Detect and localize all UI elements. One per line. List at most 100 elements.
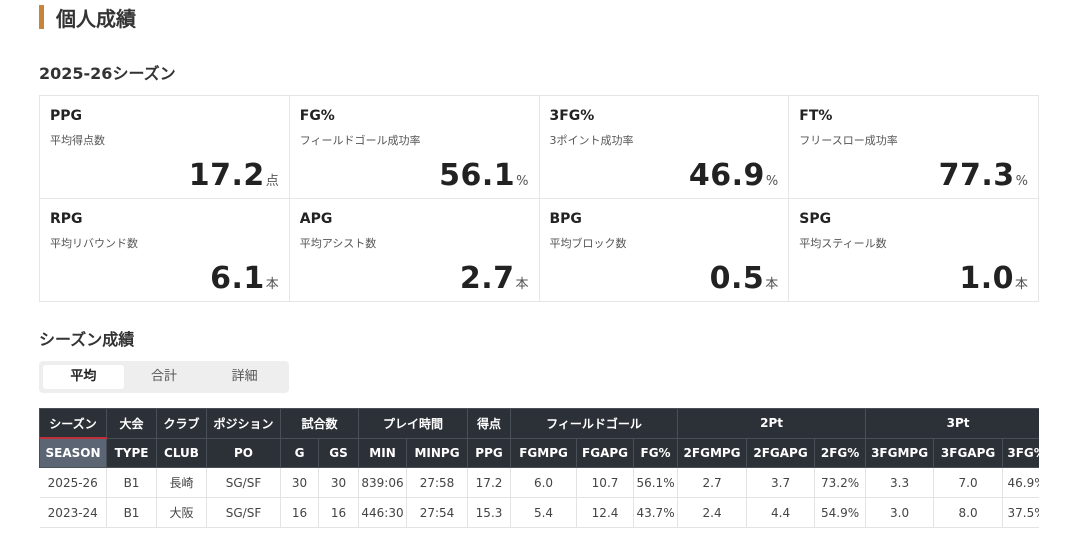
stat-number: 2.7 [459, 261, 515, 296]
stat-label: 平均得点数 [50, 134, 105, 147]
table-cell: 長崎 [156, 467, 207, 498]
stat-value: 56.1% [439, 158, 528, 193]
table-cell: 30 [318, 467, 360, 498]
table-cell: 30 [280, 467, 319, 498]
table-cell: 8.0 [933, 497, 1004, 528]
stat-card: PPG 平均得点数 17.2点 [40, 96, 290, 199]
group-header: 試合数 [279, 408, 360, 439]
table-cell: 15.3 [467, 497, 512, 528]
group-header: 3Pt [865, 408, 1039, 439]
group-header: プレイ時間 [358, 408, 469, 439]
table-cell: 27:54 [406, 497, 469, 528]
stats-table: シーズン 大会 クラブ ポジション 試合数 プレイ時間 得点 フィールドゴール 2Pt 3Pt SE… [39, 408, 1039, 528]
stat-code: FT% [799, 108, 833, 124]
stat-number: 77.3 [938, 158, 1015, 193]
column-header: FG% [633, 437, 679, 468]
column-header: CLUB [156, 437, 207, 468]
tabs: 平均 合計 詳細 [39, 361, 289, 393]
stat-unit: 本 [765, 277, 779, 292]
tab[interactable]: 詳細 [231, 369, 258, 384]
stat-code: BPG [549, 211, 582, 227]
stat-code: 3FG% [549, 108, 595, 124]
table-cell: SG/SF [206, 467, 281, 498]
stat-card: 3FG% 3ポイント成功率 46.9% [539, 96, 790, 199]
column-header: MIN [358, 437, 408, 468]
stat-code: RPG [50, 211, 83, 227]
column-header: 3FG% [1002, 437, 1039, 468]
stat-code: FG% [299, 108, 335, 124]
table-row: 2025-26 B1 長崎 SG/SF 30 30 839:06 27:58 17.2 6.0 10… [39, 467, 1039, 498]
column-header: 2FGMPG [677, 437, 748, 468]
table-cell: 2.4 [677, 497, 748, 528]
table-cell: B1 [106, 497, 157, 528]
section-title: シーズン成績 [39, 330, 135, 349]
group-header: フィールドゴール [510, 408, 679, 439]
table-cell: 5.4 [510, 497, 578, 528]
column-header: 2FGAPG [746, 437, 816, 468]
table-cell: 73.2% [814, 467, 867, 498]
table-cell: 16 [318, 497, 360, 528]
table-cell: 12.4 [576, 497, 635, 528]
stat-label: フィールドゴール成功率 [299, 134, 421, 147]
table-cell: 446:30 [358, 497, 408, 528]
table-cell: 3.0 [865, 497, 935, 528]
column-header: TYPE [106, 437, 157, 468]
table-cell: 839:06 [358, 467, 408, 498]
stat-number: 56.1 [439, 158, 516, 193]
stat-value: 1.0本 [959, 261, 1028, 296]
group-header: クラブ [156, 408, 207, 439]
column-header: MINPG [406, 437, 469, 468]
stat-unit: % [765, 174, 779, 189]
stat-unit: 本 [515, 277, 529, 292]
table-cell: 2.7 [677, 467, 748, 498]
stat-value: 46.9% [689, 158, 778, 193]
table-cell: 2025-26 [39, 467, 107, 498]
table-cell: 37.5% [1002, 497, 1039, 528]
stat-label: 平均リバウンド数 [50, 237, 138, 250]
table-cell: 7.0 [933, 467, 1004, 498]
tab[interactable]: 平均 [43, 365, 124, 389]
group-header: 大会 [106, 408, 157, 439]
table-cell: 3.3 [865, 467, 935, 498]
stat-card: RPG 平均リバウンド数 6.1本 [40, 199, 290, 302]
tab[interactable]: 合計 [151, 369, 178, 384]
table-cell: 6.0 [510, 467, 578, 498]
stat-number: 46.9 [688, 158, 765, 193]
stat-card: SPG 平均スティール数 1.0本 [789, 199, 1039, 302]
stat-card: APG 平均アシスト数 2.7本 [289, 199, 540, 302]
stat-unit: 本 [1014, 277, 1028, 292]
table-wrap: シーズン 大会 クラブ ポジション 試合数 プレイ時間 得点 フィールドゴール 2Pt 3Pt SE… [39, 408, 1039, 533]
title-text: 個人成績 [56, 6, 136, 31]
column-header: 2FG% [814, 437, 867, 468]
stat-number: 0.5 [709, 261, 765, 296]
stat-value: 6.1本 [210, 261, 279, 296]
column-header: 3FGMPG [865, 437, 935, 468]
column-header: PPG [467, 437, 512, 468]
stat-card: FT% フリースロー成功率 77.3% [789, 96, 1039, 199]
table-row: 2023-24 B1 大阪 SG/SF 16 16 446:30 27:54 15.3 5.4 12… [39, 497, 1039, 528]
table-cell: 10.7 [576, 467, 635, 498]
column-header: 3FGAPG [933, 437, 1004, 468]
stat-grid: PPG 平均得点数 17.2点 FG% フィールドゴール成功率 56.1% 3FG% 3ポイン… [39, 95, 1039, 302]
stat-label: 平均アシスト数 [299, 237, 377, 250]
table-cell: 43.7% [633, 497, 679, 528]
stat-code: PPG [50, 108, 83, 124]
stat-value: 17.2点 [189, 158, 279, 193]
group-header: シーズン [39, 408, 107, 439]
stat-number: 6.1 [210, 261, 265, 296]
column-header: PO [206, 437, 281, 468]
table-cell: 16 [280, 497, 319, 528]
stat-code: APG [299, 211, 333, 227]
stat-label: 3ポイント成功率 [549, 134, 634, 147]
table-cell: 17.2 [467, 467, 512, 498]
stat-number: 1.0 [959, 261, 1014, 296]
stat-unit: 本 [265, 277, 279, 292]
table-cell: 3.7 [746, 467, 816, 498]
column-header-row: SEASON TYPE CLUB PO G GS MIN MINPG PPG FGMPG FGAPG… [39, 437, 1039, 468]
stat-code: SPG [799, 211, 832, 227]
stat-unit: 点 [265, 174, 279, 189]
table-cell: B1 [106, 467, 157, 498]
stat-value: 77.3% [939, 158, 1028, 193]
table-cell: 2023-24 [39, 497, 107, 528]
